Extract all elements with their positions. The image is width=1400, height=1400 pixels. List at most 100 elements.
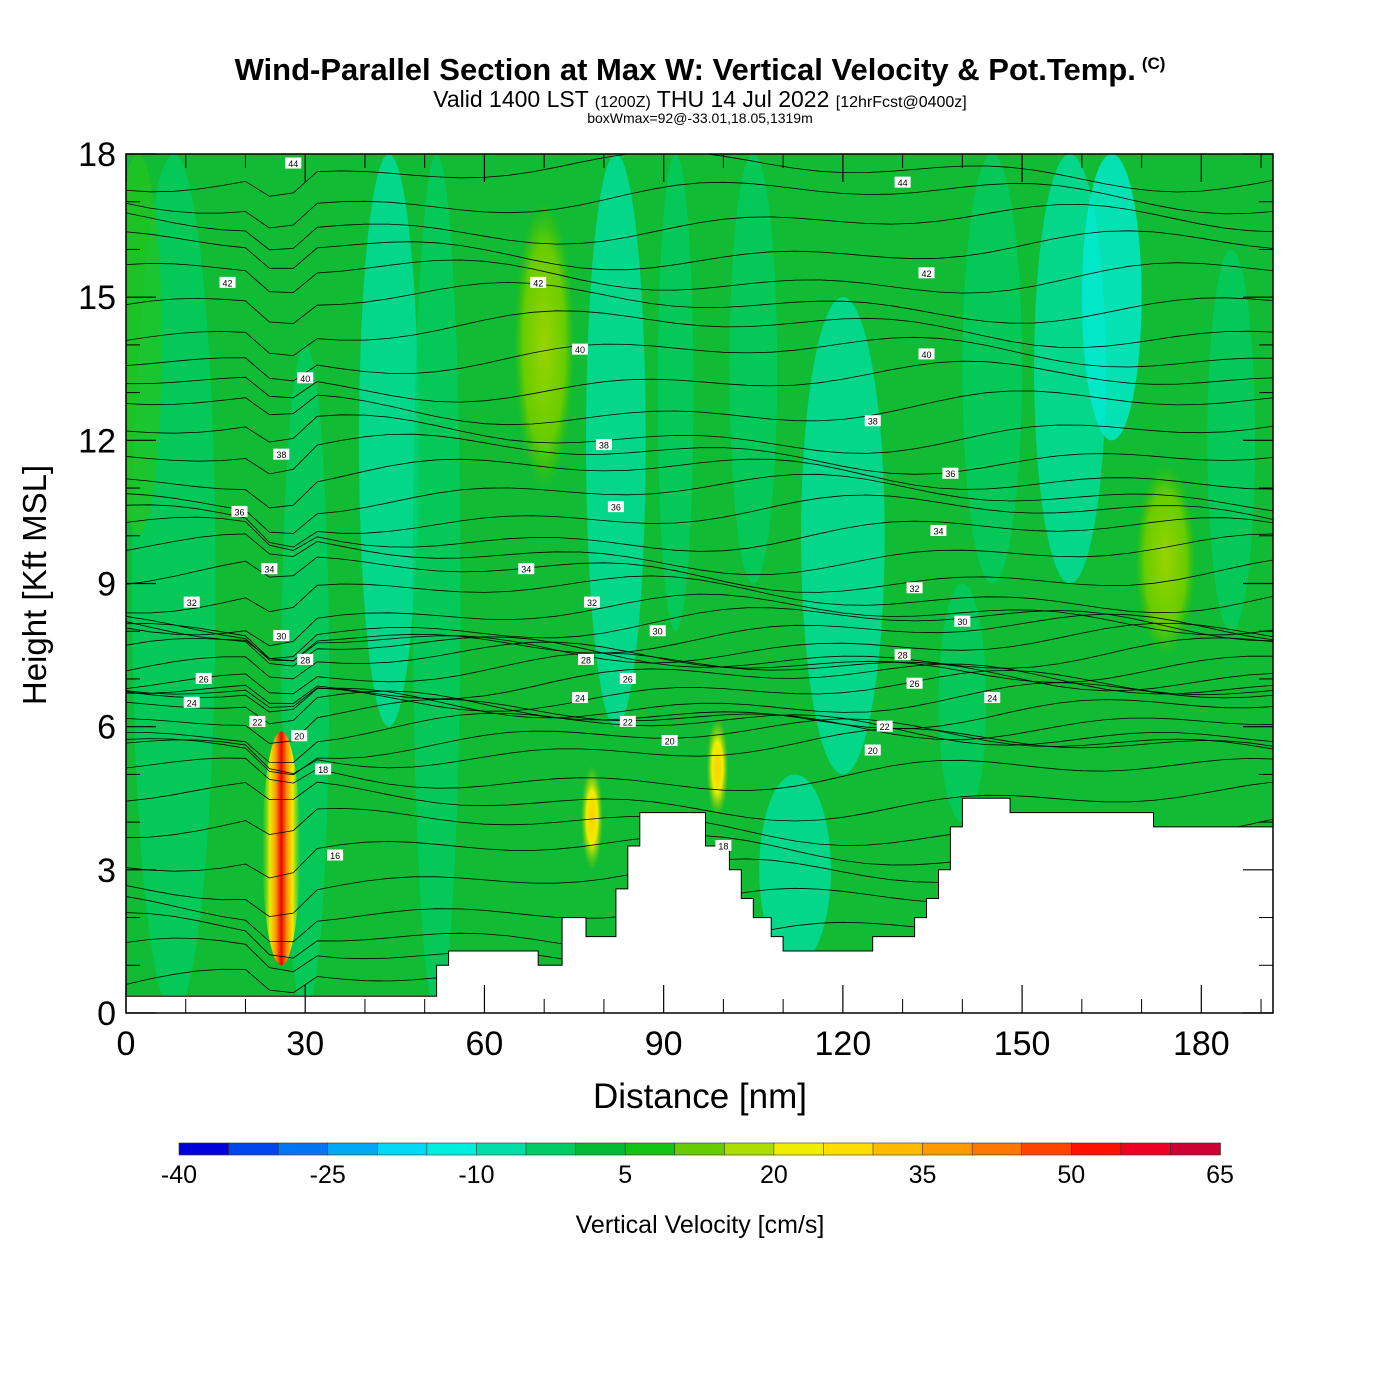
chart-title: Wind-Parallel Section at Max W: Vertical…: [0, 52, 1400, 88]
theta-label-text: 28: [300, 655, 310, 665]
theta-label-text: 22: [880, 722, 890, 732]
velocity-texture: [126, 154, 1256, 1013]
x-tick-label: 150: [994, 1025, 1051, 1063]
y-tick-label: 0: [97, 995, 116, 1033]
y-tick-label: 18: [78, 136, 116, 174]
theta-label-box: [894, 176, 911, 188]
theta-label-box: [583, 596, 600, 608]
theta-label-38: 38: [273, 448, 290, 460]
theta-label-text: 26: [199, 674, 209, 684]
theta-label-20: 20: [661, 734, 678, 746]
theta-label-box: [954, 615, 971, 627]
theta-label-box: [315, 763, 332, 775]
theta-label-text: 24: [187, 698, 197, 708]
theta-contour-26: [126, 533, 1273, 576]
theta-label-text: 30: [957, 617, 967, 627]
theta-label-26: 26: [195, 672, 212, 684]
theta-label-text: 44: [898, 178, 908, 188]
box-wmax-line: boxWmax=92@-33.01,18.05,1319m: [587, 110, 813, 126]
theta-label-text: 38: [276, 450, 286, 460]
theta-label-box: [918, 267, 935, 279]
colorbar-swatch: [277, 1142, 329, 1156]
colorbar-tick-label: 50: [1057, 1161, 1085, 1189]
theta-label-34: 34: [518, 563, 535, 575]
theta-label-28: 28: [297, 653, 314, 665]
theta-label-28: 28: [577, 653, 594, 665]
theta-contour-29: [126, 473, 1273, 534]
theta-label-text: 34: [521, 565, 531, 575]
colorbar-swatch: [773, 1142, 825, 1156]
theta-label-box: [530, 276, 547, 288]
theta-label-32: 32: [906, 582, 923, 594]
theta-label-36: 36: [942, 467, 959, 479]
theta-label-text: 28: [898, 651, 908, 661]
theta-label-box: [273, 448, 290, 460]
theta-label-34: 34: [261, 563, 278, 575]
colorbar-swatch: [1021, 1142, 1073, 1156]
theta-label-20: 20: [291, 730, 308, 742]
theta-label-text: 34: [933, 527, 943, 537]
theta-contour-labels: 44 44 42 42 42 40 40 40 38 38 38 36 36 36 34 34 34 32 32 32…: [183, 157, 1001, 861]
updraft-core-1: [580, 764, 603, 870]
colorbar-tick-label: -25: [310, 1161, 346, 1189]
utc-time: (1200Z): [594, 94, 651, 111]
colorbar-label: Vertical Velocity [cm/s]: [576, 1211, 825, 1239]
colorbar-tick-label: 5: [618, 1161, 632, 1189]
theta-label-text: 30: [653, 627, 663, 637]
theta-label-text: 18: [318, 765, 328, 775]
colorbar-swatch: [1120, 1142, 1172, 1156]
theta-contour-24: [126, 575, 1273, 614]
theta-label-20: 20: [864, 744, 881, 756]
theta-label-24: 24: [984, 692, 1001, 704]
theta-label-text: 32: [910, 584, 920, 594]
theta-contour-20: [126, 622, 1273, 664]
colorbar-swatch: [1170, 1142, 1221, 1156]
colorbar-swatch: [922, 1142, 973, 1156]
theta-label-44: 44: [894, 176, 911, 188]
theta-label-box: [619, 672, 636, 684]
theta-label-box: [219, 276, 236, 288]
theta-label-32: 32: [183, 596, 200, 608]
theta-label-text: 24: [987, 694, 997, 704]
theta-label-18: 18: [315, 763, 332, 775]
forecast-info: [12hrFcst@0400z]: [835, 94, 967, 111]
theta-label-box: [984, 692, 1001, 704]
plot-area: 44 44 42 42 42 40 40 40 38 38 38 36 36 36 34 34 34 32 32 32…: [126, 154, 1273, 1013]
theta-label-text: 40: [300, 374, 310, 384]
theta-label-box: [273, 629, 290, 641]
theta-label-38: 38: [595, 439, 612, 451]
updraft-core-4: [1135, 464, 1196, 656]
colorbar-swatch: [476, 1142, 527, 1156]
velocity-region-14: [759, 774, 831, 966]
updraft-core-2: [706, 717, 729, 818]
x-axis-label: Distance [nm]: [593, 1077, 807, 1116]
theta-label-30: 30: [649, 625, 666, 637]
colorbar-swatch: [1070, 1142, 1122, 1156]
theta-label-box: [572, 692, 589, 704]
theta-label-40: 40: [918, 348, 935, 360]
colorbar-tick-label: 65: [1206, 1161, 1234, 1189]
velocity-region-13: [938, 583, 987, 823]
velocity-region-7: [801, 297, 885, 775]
theta-contour-35: [126, 336, 1273, 382]
theta-label-36: 36: [607, 501, 624, 513]
theta-label-box: [864, 744, 881, 756]
theta-label-box: [906, 677, 923, 689]
theta-label-box: [291, 730, 308, 742]
theta-label-text: 26: [910, 679, 920, 689]
theta-label-box: [261, 563, 278, 575]
theta-label-box: [607, 501, 624, 513]
colorbar-swatch: [872, 1142, 924, 1156]
theta-label-text: 20: [294, 732, 304, 742]
velocity-region-8: [962, 154, 1023, 584]
valid-time: Valid 1400 LST: [433, 86, 589, 112]
theta-label-22: 22: [249, 715, 266, 727]
x-tick-label: 60: [466, 1025, 504, 1063]
theta-label-box: [577, 653, 594, 665]
colorbar-swatch: [823, 1142, 874, 1156]
colorbar-tick-label: 35: [909, 1161, 937, 1189]
theta-label-text: 42: [922, 269, 932, 279]
theta-label-26: 26: [906, 677, 923, 689]
theta-label-18: 18: [715, 839, 732, 851]
